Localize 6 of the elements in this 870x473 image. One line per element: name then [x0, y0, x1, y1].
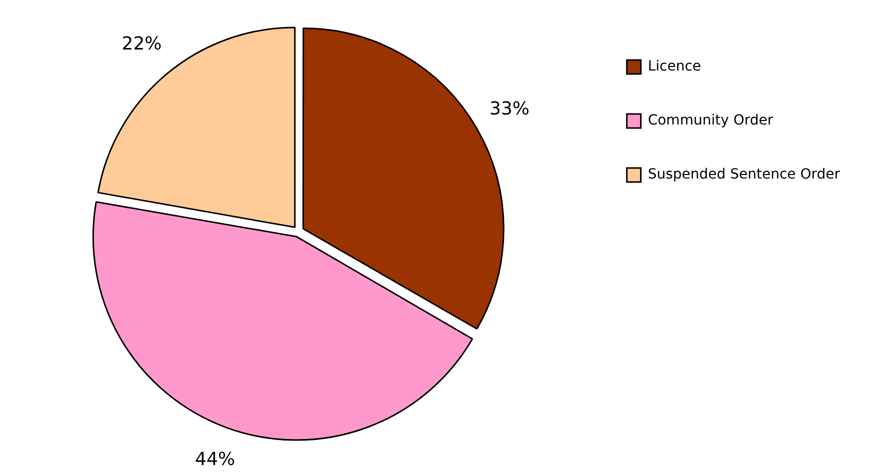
data-label: 44% — [195, 449, 236, 470]
legend-label: Licence — [648, 58, 702, 75]
legend-label: Community Order — [648, 112, 774, 129]
data-label: 22% — [122, 33, 162, 54]
data-label: 33% — [490, 98, 530, 120]
legend-label: Suspended Sentence Order — [648, 166, 840, 183]
